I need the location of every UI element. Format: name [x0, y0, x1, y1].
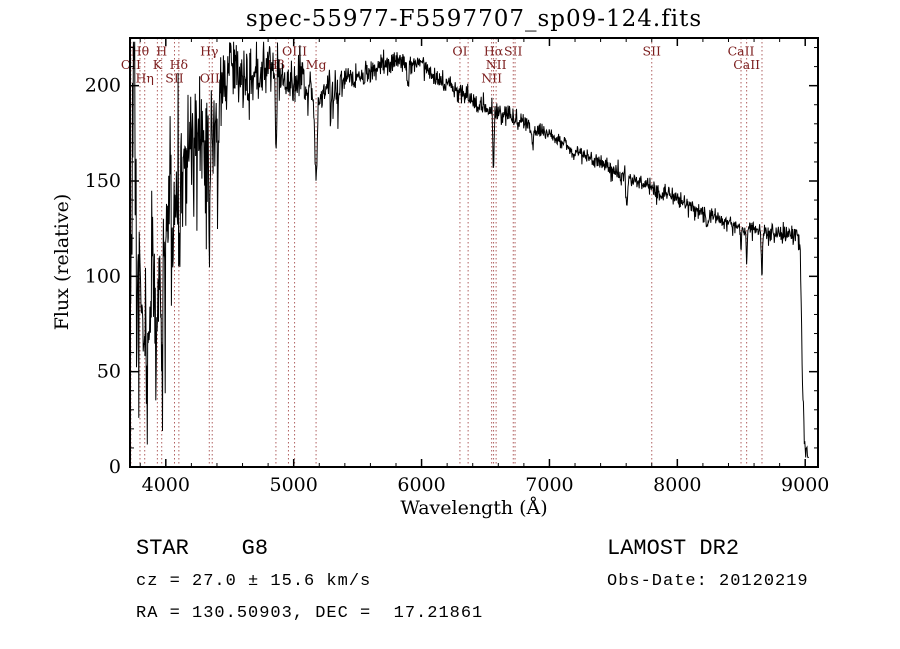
y-tick-label: 200 — [85, 75, 121, 97]
spectral-line-label: Mg — [306, 57, 327, 72]
spectral-line-label: OI — [452, 44, 467, 59]
coordinates-text: RA = 130.50903, DEC = 17.21861 — [136, 604, 484, 623]
survey-release-text: LAMOST DR2 — [607, 536, 740, 561]
x-tick-label: 9000 — [781, 474, 829, 496]
x-tick-label: 4000 — [142, 474, 190, 496]
spectral-line-label: SII — [643, 44, 662, 59]
spectral-line-label: H — [156, 44, 167, 59]
y-tick-label: 0 — [109, 456, 121, 478]
spectral-line-label: Hα — [484, 44, 504, 59]
y-tick-label: 50 — [97, 361, 121, 383]
spectral-line-label: K — [153, 57, 163, 72]
spectral-line-label: NII — [481, 71, 502, 86]
x-tick-label: 7000 — [525, 474, 573, 496]
plot-frame — [129, 37, 819, 468]
y-axis-label: Flux (relative) — [51, 193, 73, 331]
spectral-line-label: CaII — [733, 57, 760, 72]
spectral-line-label: Hγ — [200, 44, 218, 59]
spectral-line-label: Hδ — [170, 57, 188, 72]
y-tick-label: 100 — [85, 265, 121, 287]
x-tick-label: 6000 — [397, 474, 445, 496]
x-axis-label: Wavelength (Å) — [400, 497, 548, 519]
spectral-line-label: SII — [504, 44, 523, 59]
object-class-text: STAR G8 — [136, 536, 269, 561]
obs-date-text: Obs-Date: 20120219 — [607, 572, 809, 591]
spectral-line-label: NII — [486, 57, 507, 72]
spectral-line-label: OIII — [200, 71, 225, 86]
spectrum-trace — [130, 41, 809, 458]
x-tick-label: 8000 — [653, 474, 701, 496]
spectral-line-label: Hη — [136, 71, 154, 86]
y-tick-label: 150 — [85, 170, 121, 192]
spectral-line-label: OIII — [282, 44, 307, 59]
x-tick-label: 5000 — [270, 474, 318, 496]
radial-velocity-text: cz = 27.0 ± 15.6 km/s — [136, 572, 372, 591]
plot-title: spec-55977-F5597707_sp09-124.fits — [245, 6, 703, 32]
spectral-line-label: CaII — [728, 44, 755, 59]
spectral-line-label: SII — [165, 71, 184, 86]
